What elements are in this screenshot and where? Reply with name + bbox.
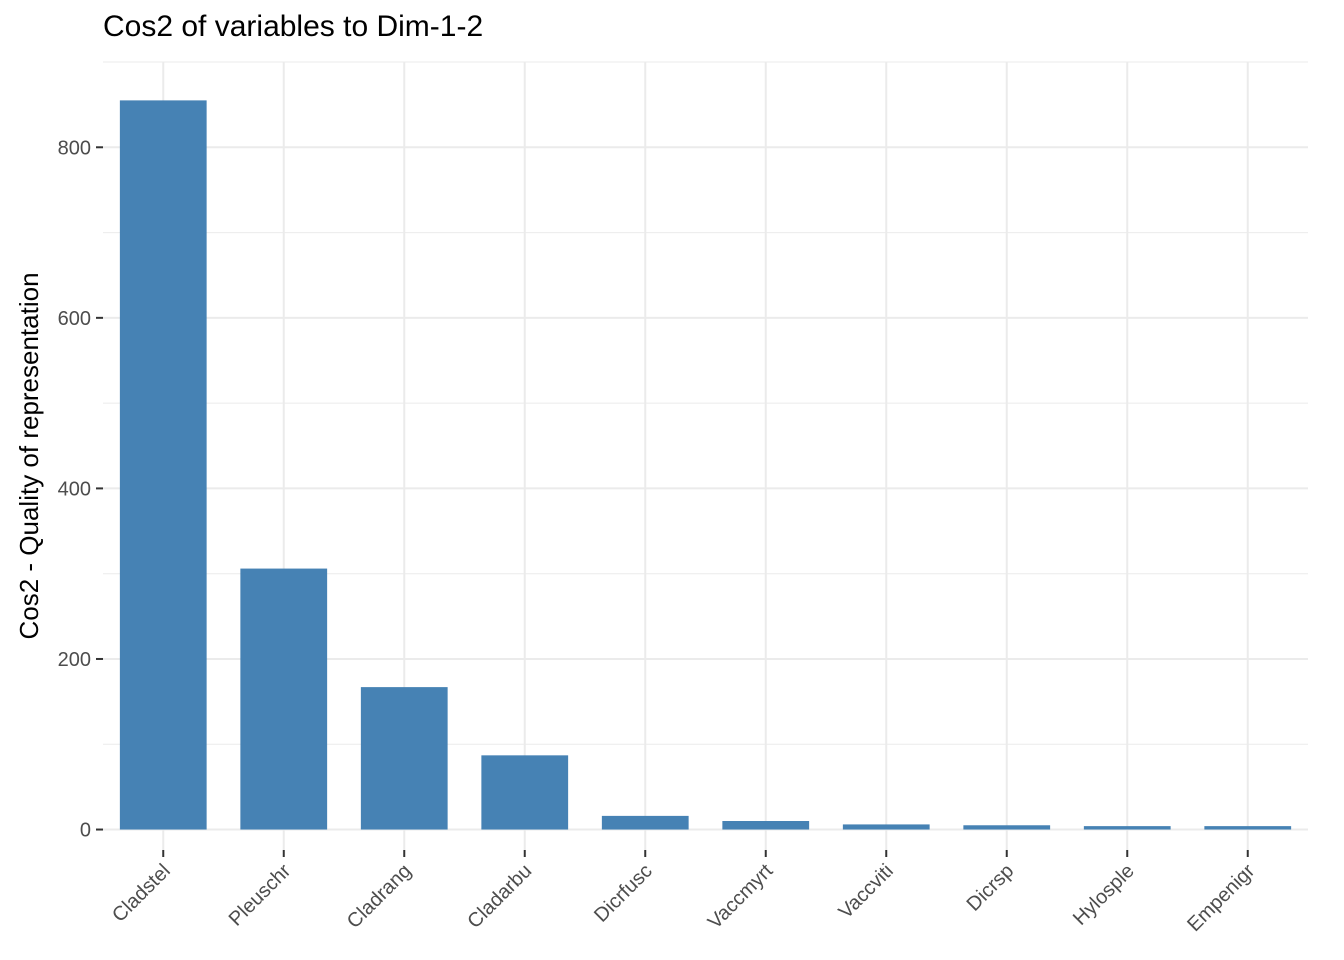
chart-title: Cos2 of variables to Dim-1-2 bbox=[103, 10, 484, 43]
bar-cladrang bbox=[360, 687, 448, 830]
bar-empenigr bbox=[1204, 826, 1292, 830]
x-tick-label: Vaccmyrt bbox=[704, 860, 778, 934]
bars bbox=[119, 100, 1292, 830]
x-tick-label: Empenigr bbox=[1183, 860, 1259, 936]
y-axis: 0 200 400 600 800 bbox=[58, 137, 103, 842]
x-tick-label: Pleuschr bbox=[225, 860, 296, 931]
bar-dicrfusc bbox=[601, 815, 689, 830]
x-axis: Cladstel Pleuschr Cladrang Cladarbu Dicrfusc… bbox=[108, 850, 1260, 936]
y-tick-label: 800 bbox=[58, 137, 91, 159]
bar-vaccviti bbox=[842, 824, 930, 830]
bar-cladarbu bbox=[481, 755, 569, 830]
y-tick-label: 400 bbox=[58, 478, 91, 500]
bar-dicrsp bbox=[963, 825, 1051, 830]
bar-hylosple bbox=[1083, 826, 1171, 830]
bar-pleuschr bbox=[240, 568, 328, 830]
x-tick-label: Cladstel bbox=[108, 860, 175, 927]
x-tick-label: Dicrsp bbox=[963, 860, 1019, 916]
bar-vaccmyrt bbox=[722, 821, 810, 830]
x-tick-label: Dicrfusc bbox=[590, 860, 657, 927]
y-tick-label: 200 bbox=[58, 649, 91, 671]
y-tick-label: 600 bbox=[58, 308, 91, 330]
y-tick-label: 0 bbox=[80, 820, 91, 842]
y-axis-title: Cos2 - Quality of representation bbox=[14, 272, 44, 639]
x-tick-label: Cladrang bbox=[343, 860, 416, 933]
x-tick-label: Cladarbu bbox=[463, 860, 536, 933]
x-tick-label: Vaccviti bbox=[835, 860, 898, 923]
x-tick-label: Hylosple bbox=[1069, 860, 1139, 930]
bar-cladstel bbox=[119, 100, 207, 830]
